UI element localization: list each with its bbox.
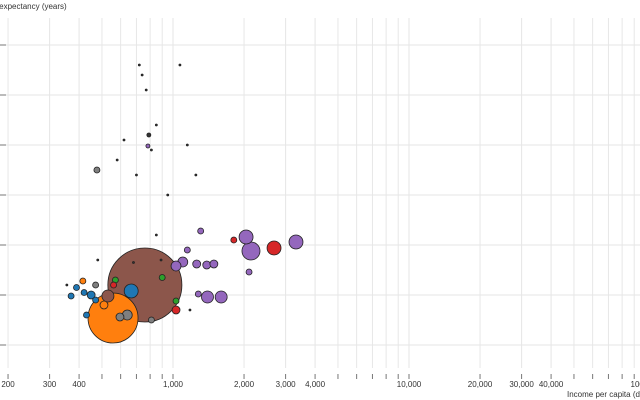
country-bubble — [145, 143, 151, 149]
country-bubble — [192, 259, 202, 269]
country-bubble — [73, 284, 80, 291]
country-bubble — [288, 234, 304, 250]
x-tick-label: 400 — [72, 380, 86, 389]
x-tick-label: 3,000 — [276, 380, 297, 389]
country-bubble — [166, 193, 170, 197]
x-axis-label: Income per capita (dollars) — [567, 390, 640, 399]
x-tick-label: 200 — [1, 380, 15, 389]
country-bubble — [245, 268, 253, 276]
country-bubble — [65, 283, 69, 287]
country-bubble — [140, 73, 144, 77]
country-bubble — [154, 233, 158, 237]
country-bubble — [159, 258, 163, 262]
bubbles — [65, 63, 304, 344]
country-bubble — [202, 260, 212, 270]
country-bubble — [122, 138, 126, 142]
country-bubble — [172, 297, 180, 305]
axes: 200 300 400 1,000 2,000 3,000 4,000 10,000 20,00… — [0, 44, 640, 389]
x-tick-label: 300 — [43, 380, 57, 389]
x-tick-label: 100,000 — [631, 380, 640, 389]
x-tick-label: 4,000 — [305, 380, 326, 389]
country-bubble — [137, 63, 141, 67]
country-bubble — [123, 283, 139, 299]
country-bubble — [150, 148, 153, 152]
country-bubble — [194, 290, 202, 298]
country-bubble — [79, 277, 87, 285]
country-bubble — [194, 173, 198, 177]
country-bubble — [154, 123, 158, 127]
country-bubble — [241, 241, 261, 261]
country-bubble — [183, 246, 191, 254]
country-bubble — [115, 312, 125, 322]
country-bubble — [115, 158, 119, 162]
country-bubble — [214, 290, 228, 304]
country-bubble — [146, 132, 152, 138]
country-bubble — [170, 260, 182, 272]
x-tick-label: 10,000 — [397, 380, 422, 389]
country-bubble — [99, 300, 109, 310]
country-bubble — [101, 289, 115, 303]
x-tick-label: 40,000 — [539, 380, 564, 389]
country-bubble — [158, 274, 166, 281]
country-bubble — [188, 308, 192, 312]
country-bubble — [144, 88, 148, 92]
country-bubble — [92, 296, 100, 304]
country-bubble — [266, 240, 282, 256]
country-bubble — [92, 281, 100, 289]
country-bubble — [209, 259, 219, 269]
country-bubble — [238, 229, 254, 245]
country-bubble — [185, 143, 189, 147]
country-bubble — [230, 236, 238, 244]
country-bubble — [86, 290, 96, 300]
country-bubble — [178, 63, 182, 67]
country-bubble — [93, 166, 101, 174]
country-bubble — [80, 289, 88, 296]
country-bubble — [132, 261, 135, 264]
x-tick-label: 2,000 — [234, 380, 255, 389]
country-bubble — [96, 258, 100, 262]
country-bubble — [201, 290, 214, 304]
x-tick-label: 20,000 — [468, 380, 493, 389]
y-axis-label: Life expectancy (years) — [0, 2, 67, 11]
country-bubble — [110, 281, 117, 289]
x-tick-label: 1,000 — [163, 380, 184, 389]
country-bubble — [148, 316, 155, 324]
country-bubble — [135, 173, 138, 177]
country-bubble — [83, 311, 90, 319]
country-bubble — [67, 292, 75, 300]
country-bubble — [197, 227, 205, 235]
x-tick-label: 30,000 — [509, 380, 534, 389]
country-bubble — [171, 305, 181, 315]
